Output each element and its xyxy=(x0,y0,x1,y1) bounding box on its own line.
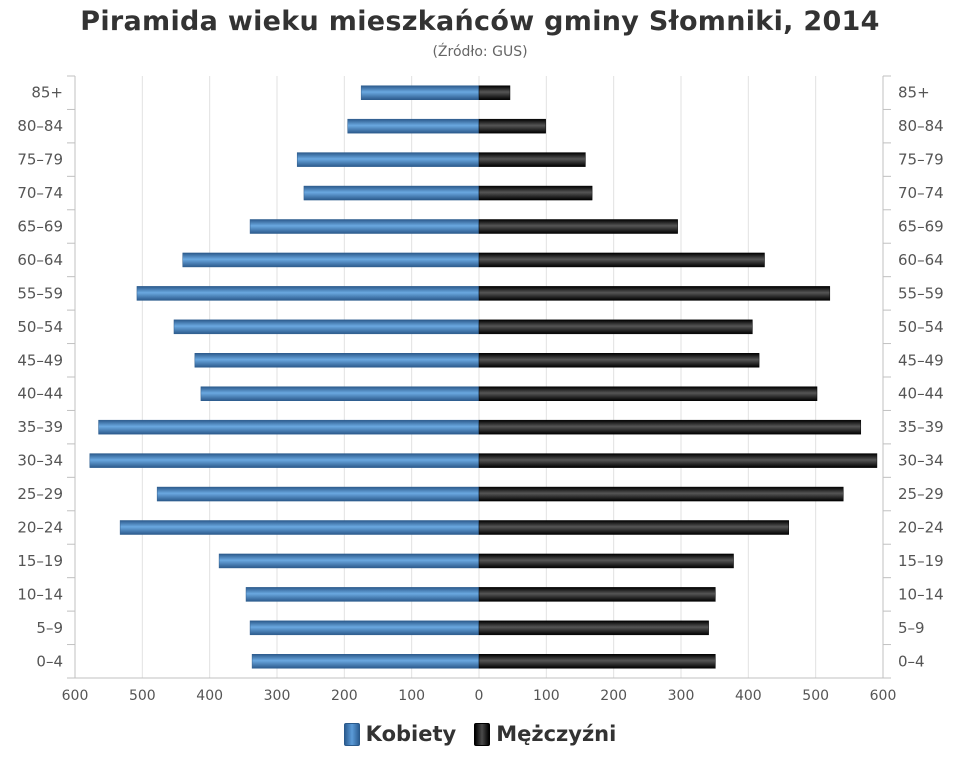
bar-kobiety[interactable] xyxy=(360,85,480,100)
bar-kobiety[interactable] xyxy=(200,386,480,401)
x-tick-label: 300 xyxy=(264,688,291,704)
y-tick-label-left: 80–84 xyxy=(17,117,63,135)
y-tick-label-right: 80–84 xyxy=(898,117,944,135)
bar-mezczyzni[interactable] xyxy=(478,152,586,167)
bar-mezczyzni[interactable] xyxy=(478,386,818,401)
bar-mezczyzni[interactable] xyxy=(478,286,831,301)
bar-kobiety[interactable] xyxy=(173,319,480,335)
bar-kobiety[interactable] xyxy=(249,219,480,234)
y-tick-label-left: 50–54 xyxy=(17,318,63,336)
x-tick-label: 500 xyxy=(129,688,156,704)
y-tick-label-left: 70–74 xyxy=(17,184,63,202)
x-tick-label: 300 xyxy=(668,688,695,704)
y-tick-label-right: 60–64 xyxy=(898,251,944,269)
bar-mezczyzni[interactable] xyxy=(478,620,709,636)
legend-swatch-male xyxy=(474,722,491,746)
y-tick-label-right: 85+ xyxy=(898,84,930,102)
y-tick-label-right: 30–34 xyxy=(898,452,944,470)
bar-kobiety[interactable] xyxy=(245,587,480,602)
y-tick-label-left: 60–64 xyxy=(17,251,63,269)
bar-kobiety[interactable] xyxy=(347,118,480,134)
bar-mezczyzni[interactable] xyxy=(478,353,760,368)
bar-kobiety[interactable] xyxy=(218,553,480,569)
y-tick-label-right: 55–59 xyxy=(898,284,944,302)
y-tick-label-left: 20–24 xyxy=(17,519,63,537)
bar-mezczyzni[interactable] xyxy=(478,553,734,569)
bar-mezczyzni[interactable] xyxy=(478,419,862,435)
y-tick-label-right: 10–14 xyxy=(898,585,944,603)
bar-mezczyzni[interactable] xyxy=(478,453,878,468)
y-tick-label-right: 5–9 xyxy=(898,619,925,637)
y-tick-label-left: 5–9 xyxy=(36,619,63,637)
legend-item-male[interactable]: Mężczyźni xyxy=(474,722,616,746)
bar-kobiety[interactable] xyxy=(303,185,480,201)
x-tick-label: 400 xyxy=(196,688,223,704)
bar-mezczyzni[interactable] xyxy=(478,319,753,335)
y-tick-label-right: 45–49 xyxy=(898,351,944,369)
bar-mezczyzni[interactable] xyxy=(478,486,844,502)
bar-kobiety[interactable] xyxy=(296,152,480,167)
bar-kobiety[interactable] xyxy=(251,654,480,669)
y-tick-label-left: 40–44 xyxy=(17,385,63,403)
y-tick-label-right: 70–74 xyxy=(898,184,944,202)
y-tick-label-right: 75–79 xyxy=(898,151,944,169)
y-tick-label-left: 10–14 xyxy=(17,585,63,603)
y-tick-label-right: 15–19 xyxy=(898,552,944,570)
y-tick-label-right: 50–54 xyxy=(898,318,944,336)
x-tick-label: 100 xyxy=(533,688,560,704)
bar-kobiety[interactable] xyxy=(249,620,480,636)
axes xyxy=(67,75,891,679)
y-tick-label-left: 35–39 xyxy=(17,418,63,436)
y-tick-label-right: 0–4 xyxy=(898,652,925,670)
chart-title: Piramida wieku mieszkańców gminy Słomnik… xyxy=(80,6,880,37)
bar-mezczyzni[interactable] xyxy=(478,654,716,669)
bar-kobiety[interactable] xyxy=(136,286,480,301)
y-tick-label-right: 20–24 xyxy=(898,519,944,537)
y-tick-label-left: 75–79 xyxy=(17,151,63,169)
y-tick-label-left: 15–19 xyxy=(17,552,63,570)
bar-mezczyzni[interactable] xyxy=(478,118,546,134)
bar-mezczyzni[interactable] xyxy=(478,185,593,201)
bars xyxy=(89,85,878,669)
legend-label-male: Mężczyźni xyxy=(496,722,617,746)
x-tick-label: 500 xyxy=(802,688,829,704)
y-tick-label-right: 40–44 xyxy=(898,385,944,403)
x-tick-label: 100 xyxy=(398,688,425,704)
y-tick-label-left: 55–59 xyxy=(17,284,63,302)
bar-mezczyzni[interactable] xyxy=(478,219,678,234)
x-tick-label: 200 xyxy=(600,688,627,704)
x-tick-label: 0 xyxy=(475,688,484,704)
bar-kobiety[interactable] xyxy=(156,486,480,502)
chart-subtitle: (Źródło: GUS) xyxy=(432,44,528,60)
y-tick-label-right: 65–69 xyxy=(898,218,944,236)
legend-item-female[interactable]: Kobiety xyxy=(343,722,457,746)
tick-labels: 600 500 400 300 200 100 0 100 200 300 400 500 600 85+… xyxy=(17,84,943,704)
bar-mezczyzni[interactable] xyxy=(478,85,511,100)
x-tick-label: 200 xyxy=(331,688,358,704)
y-tick-label-left: 85+ xyxy=(31,84,63,102)
y-tick-label-right: 35–39 xyxy=(898,418,944,436)
x-tick-label: 600 xyxy=(62,688,89,704)
legend-swatch-female xyxy=(343,722,360,746)
bar-mezczyzni[interactable] xyxy=(478,252,765,268)
bar-mezczyzni[interactable] xyxy=(478,587,716,602)
bar-mezczyzni[interactable] xyxy=(478,520,789,535)
y-tick-label-left: 30–34 xyxy=(17,452,63,470)
legend: Kobiety Mężczyźni xyxy=(0,722,960,746)
y-tick-label-left: 65–69 xyxy=(17,218,63,236)
bar-kobiety[interactable] xyxy=(89,453,480,468)
y-tick-label-left: 45–49 xyxy=(17,351,63,369)
bar-kobiety[interactable] xyxy=(182,252,480,268)
x-tick-label: 600 xyxy=(870,688,897,704)
bar-kobiety[interactable] xyxy=(119,520,480,535)
x-tick-label: 400 xyxy=(735,688,762,704)
y-tick-label-left: 0–4 xyxy=(36,652,63,670)
y-tick-label-left: 25–29 xyxy=(17,485,63,503)
y-tick-label-right: 25–29 xyxy=(898,485,944,503)
bar-kobiety[interactable] xyxy=(98,419,480,435)
bar-kobiety[interactable] xyxy=(194,353,480,368)
legend-label-female: Kobiety xyxy=(365,722,457,746)
